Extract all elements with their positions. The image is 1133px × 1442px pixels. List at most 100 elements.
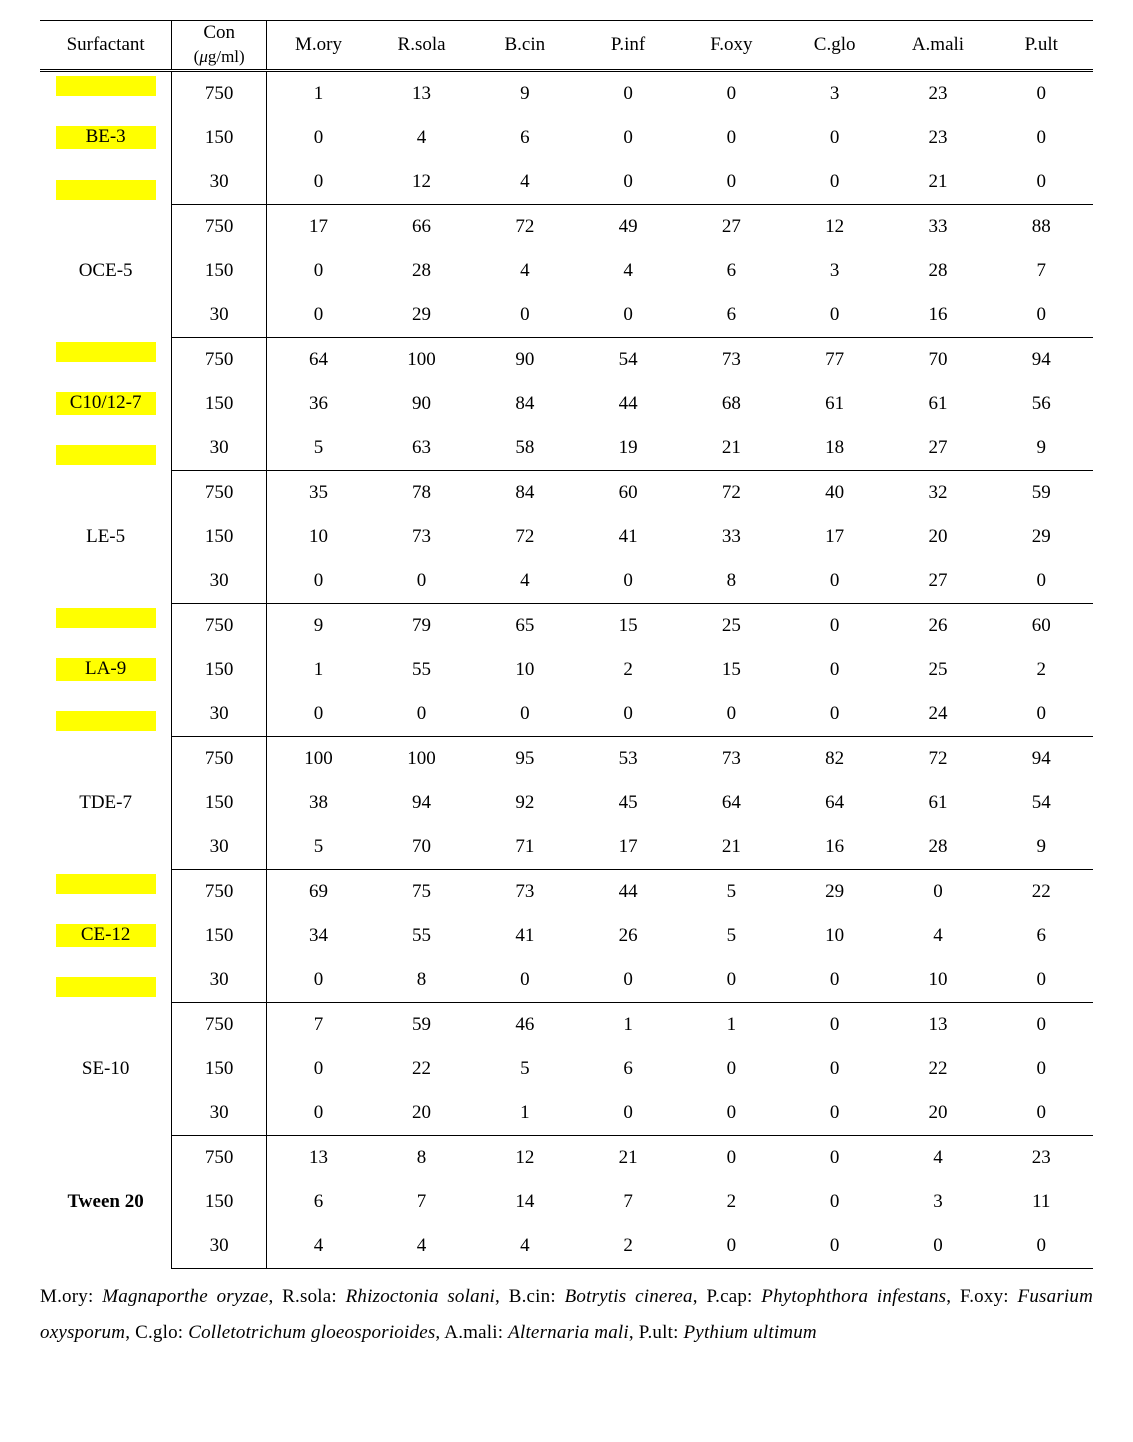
value-cell: 55	[370, 648, 473, 692]
con-cell: 150	[172, 648, 267, 692]
highlight-bar	[56, 874, 156, 894]
value-cell: 18	[783, 426, 886, 471]
value-cell: 13	[370, 70, 473, 116]
value-cell: 59	[370, 1002, 473, 1047]
value-cell: 28	[886, 825, 989, 870]
value-cell: 0	[990, 116, 1093, 160]
value-cell: 0	[576, 1091, 679, 1136]
value-cell: 73	[370, 515, 473, 559]
value-cell: 0	[783, 648, 886, 692]
value-cell: 13	[267, 1135, 370, 1180]
con-cell: 150	[172, 116, 267, 160]
con-cell: 150	[172, 1180, 267, 1224]
value-cell: 4	[370, 1224, 473, 1269]
value-cell: 2	[680, 1180, 783, 1224]
value-cell: 90	[473, 337, 576, 382]
value-cell: 13	[886, 1002, 989, 1047]
value-cell: 2	[576, 648, 679, 692]
value-cell: 0	[990, 70, 1093, 116]
value-cell: 41	[576, 515, 679, 559]
table-row: 1500284463287	[40, 249, 1093, 293]
surfactant-name: LE-5	[86, 526, 125, 547]
surfactant-name-cell: TDE-7	[40, 736, 172, 869]
value-cell: 0	[783, 116, 886, 160]
highlight-bar	[56, 445, 156, 465]
value-cell: 15	[576, 603, 679, 648]
surfactant-table: Surfactant Con (μg/ml) M.ory R.sola B.ci…	[40, 20, 1093, 1269]
value-cell: 17	[783, 515, 886, 559]
value-cell: 5	[680, 869, 783, 914]
value-cell: 3	[886, 1180, 989, 1224]
footnote-abbr: P.ult	[639, 1322, 673, 1343]
value-cell: 33	[680, 515, 783, 559]
value-cell: 4	[267, 1224, 370, 1269]
value-cell: 22	[886, 1047, 989, 1091]
value-cell: 29	[990, 515, 1093, 559]
value-cell: 4	[473, 160, 576, 205]
footnote: M.ory: Magnaporthe oryzae, R.sola: Rhizo…	[40, 1279, 1093, 1351]
value-cell: 61	[886, 382, 989, 426]
value-cell: 54	[990, 781, 1093, 825]
value-cell: 1	[680, 1002, 783, 1047]
value-cell: 0	[576, 116, 679, 160]
value-cell: 9	[990, 426, 1093, 471]
value-cell: 78	[370, 470, 473, 515]
value-cell: 0	[783, 1047, 886, 1091]
value-cell: 10	[886, 958, 989, 1003]
value-cell: 0	[680, 1135, 783, 1180]
value-cell: 61	[783, 382, 886, 426]
value-cell: 34	[267, 914, 370, 958]
value-cell: 100	[370, 337, 473, 382]
surfactant-name-cell: LA-9	[40, 603, 172, 736]
table-row: 1503690844468616156	[40, 382, 1093, 426]
highlight-bar: CE-12	[56, 924, 156, 947]
value-cell: 94	[990, 337, 1093, 382]
value-cell: 44	[576, 382, 679, 426]
value-cell: 0	[783, 1091, 886, 1136]
table-row: 150046000230	[40, 116, 1093, 160]
value-cell: 12	[473, 1135, 576, 1180]
table-row: 3056358192118279	[40, 426, 1093, 471]
con-cell: 150	[172, 781, 267, 825]
value-cell: 26	[886, 603, 989, 648]
table-body: BE-3 75011390032301500460002303001240002…	[40, 70, 1093, 1268]
table-row: LE-57503578846072403259	[40, 470, 1093, 515]
value-cell: 27	[886, 426, 989, 471]
value-cell: 6	[473, 116, 576, 160]
value-cell: 20	[370, 1091, 473, 1136]
footnote-full: Rhizoctonia solani	[346, 1286, 495, 1307]
value-cell: 4	[473, 559, 576, 604]
value-cell: 7	[990, 249, 1093, 293]
value-cell: 16	[783, 825, 886, 870]
value-cell: 0	[990, 1091, 1093, 1136]
table-row: OCE-57501766724927123388	[40, 204, 1093, 249]
footnote-abbr: R.sola	[282, 1286, 331, 1307]
value-cell: 58	[473, 426, 576, 471]
value-cell: 0	[783, 603, 886, 648]
value-cell: 6	[680, 249, 783, 293]
value-cell: 9	[473, 70, 576, 116]
value-cell: 0	[680, 958, 783, 1003]
value-cell: 0	[267, 1047, 370, 1091]
highlight-bar	[56, 608, 156, 628]
value-cell: 0	[473, 293, 576, 338]
con-cell: 150	[172, 1047, 267, 1091]
table-row: TDE-7750100100955373827294	[40, 736, 1093, 781]
value-cell: 0	[990, 559, 1093, 604]
table-row: 3044420000	[40, 1224, 1093, 1269]
col-header-species: P.inf	[576, 21, 679, 71]
value-cell: 73	[680, 736, 783, 781]
col-header-species: M.ory	[267, 21, 370, 71]
value-cell: 5	[267, 426, 370, 471]
value-cell: 0	[990, 1002, 1093, 1047]
value-cell: 4	[886, 914, 989, 958]
value-cell: 12	[783, 204, 886, 249]
value-cell: 0	[473, 692, 576, 737]
surfactant-name-cell: Tween 20	[40, 1135, 172, 1268]
con-label: Con	[203, 22, 235, 43]
table-row: 1501073724133172029	[40, 515, 1093, 559]
con-cell: 750	[172, 204, 267, 249]
highlight-bar: LA-9	[56, 658, 156, 681]
value-cell: 0	[267, 692, 370, 737]
value-cell: 0	[680, 70, 783, 116]
